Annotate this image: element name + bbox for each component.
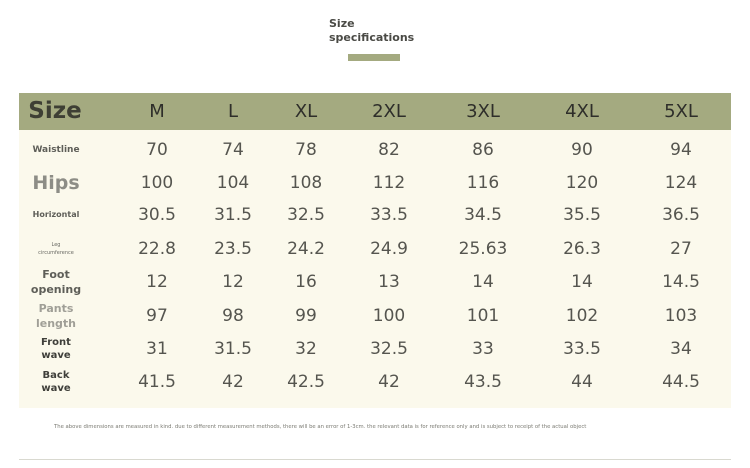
table-cell: 44.5	[662, 372, 700, 392]
table-cell: 82	[378, 140, 400, 160]
header-size-5xl: 5XL	[664, 101, 698, 122]
table-cell: 99	[295, 306, 317, 326]
table-cell: 102	[565, 306, 599, 326]
table-cell: 31	[146, 339, 168, 359]
table-cell: 33	[472, 339, 494, 359]
header-size-label: Size	[28, 98, 82, 124]
table-cell: 32.5	[287, 205, 325, 225]
table-cell: 35.5	[563, 205, 601, 225]
table-cell: 41.5	[138, 372, 176, 392]
table-cell: 43.5	[464, 372, 502, 392]
table-cell: 104	[216, 173, 250, 193]
table-cell: 12	[146, 272, 168, 292]
table-cell: 13	[378, 272, 400, 292]
table-cell: 124	[664, 173, 698, 193]
table-cell: 33.5	[563, 339, 601, 359]
table-cell: 33.5	[370, 205, 408, 225]
table-cell: 78	[295, 140, 317, 160]
table-cell: 108	[289, 173, 323, 193]
table-cell: 97	[146, 306, 168, 326]
table-cell: 120	[565, 173, 599, 193]
table-cell: 36.5	[662, 205, 700, 225]
header-size-3xl: 3XL	[466, 101, 500, 122]
row-label: Pants length	[35, 302, 77, 330]
table-cell: 30.5	[138, 205, 176, 225]
table-cell: 112	[372, 173, 406, 193]
table-cell: 90	[571, 140, 593, 160]
table-cell: 100	[372, 306, 406, 326]
table-cell: 24.2	[287, 239, 325, 259]
table-cell: 31.5	[214, 339, 252, 359]
table-cell: 26.3	[563, 239, 601, 259]
table-cell: 116	[466, 173, 500, 193]
header-size-xl: XL	[294, 101, 318, 122]
table-cell: 100	[140, 173, 174, 193]
row-label: Waistline	[32, 145, 80, 155]
table-cell: 14	[472, 272, 494, 292]
table-cell: 42	[378, 372, 400, 392]
header-size-4xl: 4XL	[565, 101, 599, 122]
table-cell: 24.9	[370, 239, 408, 259]
table-cell: 31.5	[214, 205, 252, 225]
row-label: Horizontal	[32, 210, 80, 219]
header-size-l: L	[227, 101, 239, 122]
table-cell: 25.63	[458, 239, 508, 259]
table-cell: 32	[295, 339, 317, 359]
table-cell: 74	[222, 140, 244, 160]
table-cell: 27	[670, 239, 692, 259]
table-cell: 32.5	[370, 339, 408, 359]
table-cell: 34	[670, 339, 692, 359]
table-cell: 34.5	[464, 205, 502, 225]
table-cell: 103	[664, 306, 698, 326]
table-cell: 12	[222, 272, 244, 292]
table-cell: 23.5	[214, 239, 252, 259]
row-label: Back wave	[41, 370, 71, 394]
table-cell: 14	[571, 272, 593, 292]
table-cell: 44	[571, 372, 593, 392]
header-size-m: M	[149, 101, 165, 122]
table-cell: 14.5	[662, 272, 700, 292]
table-cell: 42	[222, 372, 244, 392]
row-label: Foot opening	[30, 268, 82, 296]
header-size-2xl: 2XL	[372, 101, 406, 122]
table-cell: 94	[670, 140, 692, 160]
table-cell: 22.8	[138, 239, 176, 259]
measurement-footnote: The above dimensions are measured in kin…	[54, 424, 587, 430]
page-title: Size specifications	[329, 17, 415, 44]
table-cell: 16	[295, 272, 317, 292]
row-label: Front wave	[41, 337, 71, 361]
bottom-divider	[19, 459, 731, 460]
table-header-row: Size M L XL 2XL 3XL 4XL 5XL	[19, 93, 731, 130]
row-label: Hips	[32, 172, 80, 194]
table-cell: 42.5	[287, 372, 325, 392]
table-cell: 101	[466, 306, 500, 326]
size-table: Size M L XL 2XL 3XL 4XL 5XL Waistline 70 74 78 82 8…	[19, 93, 731, 408]
table-cell: 70	[146, 140, 168, 160]
title-accent-bar	[348, 54, 400, 61]
table-cell: 86	[472, 140, 494, 160]
row-label: Leg circumference	[38, 242, 74, 256]
table-cell: 98	[222, 306, 244, 326]
